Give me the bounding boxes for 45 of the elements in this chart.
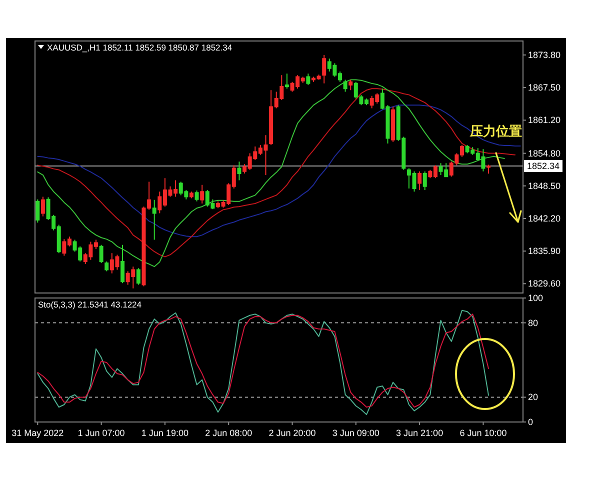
y-tick-label: 1829.60 [528,278,561,289]
y-tick-label: 1854.80 [528,148,561,158]
chart-title: Sto(5,3,3) 21.5341 43.1224 [38,300,142,310]
y-tick-label: 1873.80 [528,50,561,60]
chart-title: XAUUSD_,H1 1852.11 1852.59 1850.87 1852.34 [47,42,232,52]
candlestick [348,79,353,91]
x-tick-label: 6 Jun 10:00 [460,428,507,438]
candlestick [284,73,289,90]
candlestick [237,161,242,181]
x-tick-label: 3 Jun 21:00 [396,428,444,438]
y-tick-label: 0 [528,417,534,427]
annotation: 压力位置 [469,124,522,138]
candlestick [36,198,40,224]
y-tick-label: 20 [528,392,538,402]
x-tick-label: 31 May 2022 [12,428,64,438]
candlestick [189,191,194,199]
candlestick [422,170,427,191]
candlestick [120,244,125,284]
candlestick [200,184,204,204]
y-tick-label: 1861.20 [528,115,561,126]
candlestick [136,268,140,286]
x-tick-label: 1 Jun 19:00 [141,428,188,438]
y-tick-label: 80 [528,318,538,328]
y-tick-label: 1842.20 [528,213,561,224]
y-tick-label: 1867.50 [528,82,561,93]
x-tick-label: 1 Jun 07:00 [78,428,125,438]
candlestick [391,106,396,142]
y-tick-label: 1835.90 [528,246,561,256]
candlestick [418,170,422,191]
candlestick [40,196,45,217]
candlestick [306,73,310,86]
candlestick [343,79,348,92]
line-series [37,104,521,238]
x-tick-label: 3 Jun 09:00 [332,428,380,438]
candlestick [194,190,199,202]
x-tick-label: 2 Jun 20:00 [268,428,316,438]
candlestick [486,164,491,174]
candlestick [99,244,104,264]
candlestick [104,260,109,272]
y-tick-label: 1848.50 [528,180,561,191]
x-tick-label: 2 Jun 08:00 [205,428,252,438]
candlestick [322,54,326,84]
candlestick [152,199,156,240]
y-tick-label: 100 [528,293,544,303]
ref-line-label: 1852.34 [527,161,560,172]
